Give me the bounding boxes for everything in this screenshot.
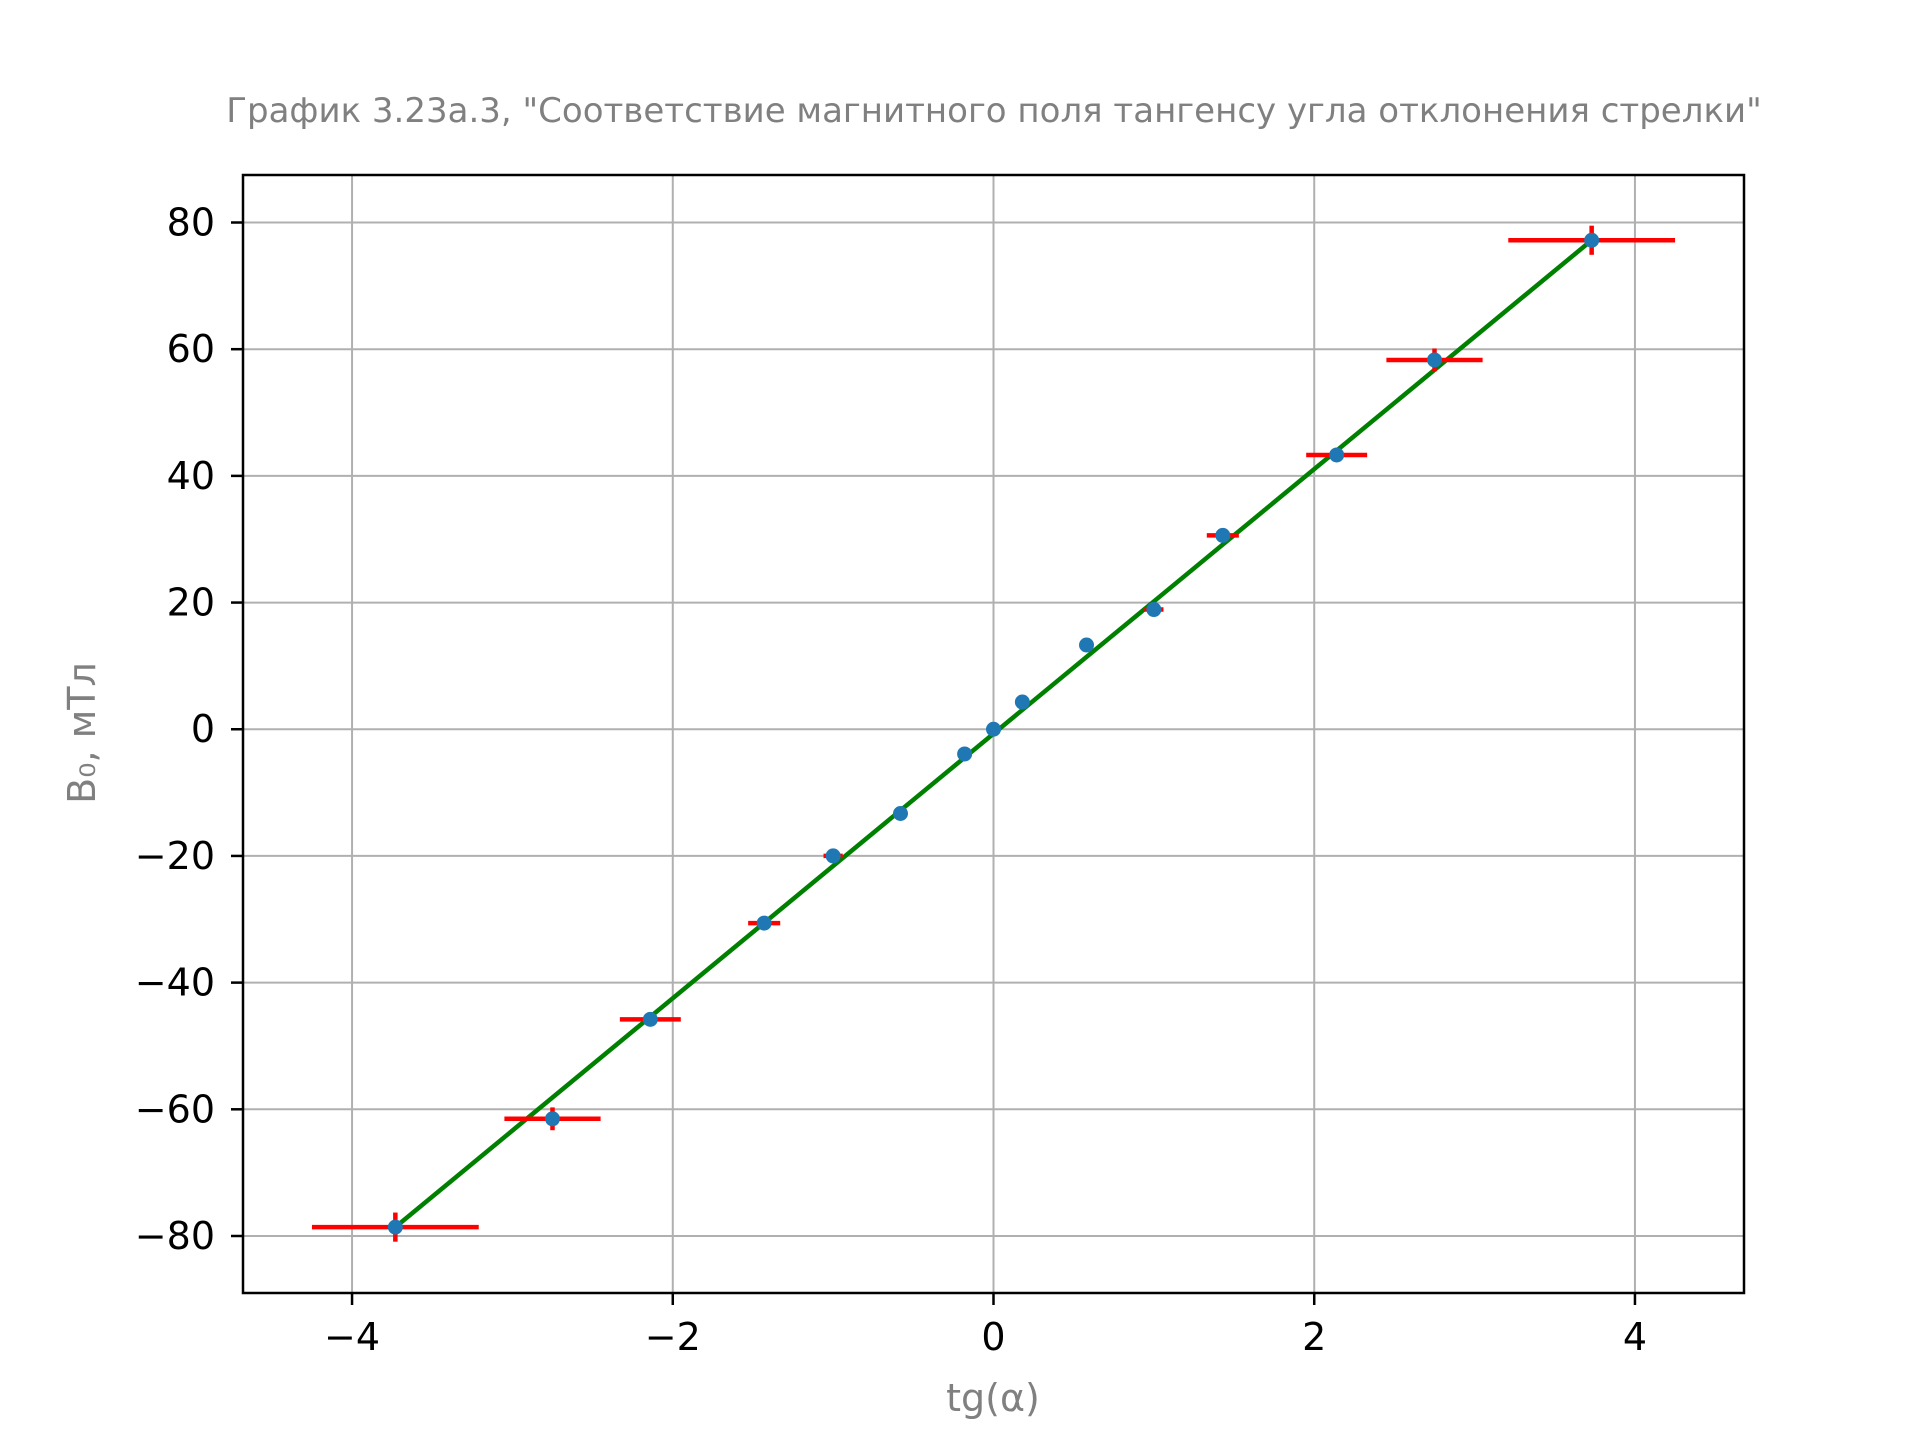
y-tick-label: 20 — [167, 581, 215, 625]
y-tick-label: −40 — [135, 961, 215, 1005]
y-tick-label: −80 — [135, 1214, 215, 1258]
data-point — [892, 805, 908, 821]
y-tick-label: 40 — [167, 454, 215, 498]
data-point — [1426, 352, 1442, 368]
y-tick-label: 60 — [167, 327, 215, 371]
data-point — [957, 746, 973, 762]
x-tick-label: 0 — [981, 1315, 1005, 1359]
data-point — [642, 1011, 658, 1027]
y-axis-ticks: −80 −60 −40 −20 0 20 40 60 80 — [135, 201, 243, 1258]
chart-title: График 3.23а.3, "Соответствие магнитного… — [226, 91, 1761, 131]
x-axis-title: tg(α) — [946, 1376, 1040, 1420]
x-tick-label: −2 — [645, 1315, 701, 1359]
grid — [243, 175, 1744, 1293]
data-point — [756, 915, 772, 931]
x-tick-label: 4 — [1623, 1315, 1647, 1359]
x-axis-ticks: −4 −2 0 2 4 — [324, 1293, 1647, 1359]
y-tick-label: 80 — [167, 201, 215, 245]
data-point — [387, 1219, 403, 1235]
y-axis-title: B₀, мТл — [60, 662, 104, 804]
x-tick-label: 2 — [1302, 1315, 1326, 1359]
data-points — [387, 232, 1600, 1235]
data-point — [1079, 637, 1095, 653]
data-point — [545, 1111, 561, 1127]
data-point — [1584, 232, 1600, 248]
data-point — [1014, 694, 1030, 710]
data-point — [1329, 447, 1345, 463]
plot-frame — [241, 173, 1746, 1295]
x-tick-label: −4 — [324, 1315, 380, 1359]
data-point — [1146, 602, 1162, 618]
data-point — [1215, 527, 1231, 543]
data-point — [825, 848, 841, 864]
y-tick-label: −60 — [135, 1087, 215, 1131]
y-tick-label: −20 — [135, 834, 215, 878]
y-tick-label: 0 — [191, 707, 215, 751]
data-point — [986, 721, 1001, 737]
